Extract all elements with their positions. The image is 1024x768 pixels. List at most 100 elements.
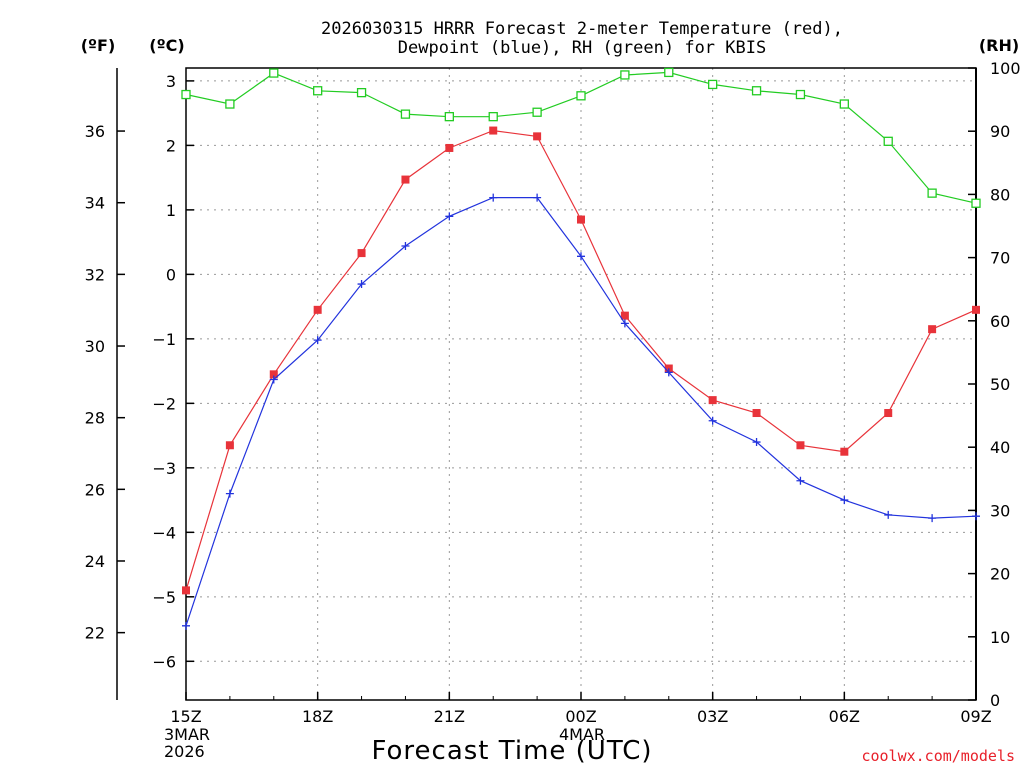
rh-point <box>400 109 411 119</box>
x-date-label: 4MAR <box>559 725 605 744</box>
temperature-point <box>269 370 278 379</box>
f-tick-label: 28 <box>85 409 105 428</box>
grid-lines <box>186 68 976 700</box>
c-tick-label: 2 <box>166 136 176 155</box>
rh-point <box>708 79 718 90</box>
x-year-label: 2026 <box>164 742 205 761</box>
c-tick-label: −4 <box>152 523 176 542</box>
dewpoint-point <box>269 375 278 384</box>
temperature-line <box>185 129 977 591</box>
temperature-point <box>313 305 322 314</box>
dewpoint-point <box>357 280 366 289</box>
rh-unit-label: (RH) <box>979 36 1019 55</box>
rh-point <box>269 68 279 78</box>
dewpoint-point <box>182 621 190 630</box>
dewpoint-point <box>928 514 937 523</box>
rh-tick-label: 20 <box>990 565 1010 584</box>
f-tick-label: 24 <box>85 552 105 571</box>
c-tick-label: 3 <box>166 72 176 91</box>
rh-tick-label: 30 <box>990 501 1010 520</box>
dewpoint-point <box>225 489 234 498</box>
dewpoint-point <box>664 368 673 377</box>
rh-tick-label: 90 <box>990 122 1010 141</box>
c-tick-label: −1 <box>152 330 176 349</box>
rh-tick-label: 50 <box>990 375 1010 394</box>
x-tick-label: 03Z <box>697 707 728 726</box>
dewpoint-point <box>972 512 980 521</box>
dewpoint-point <box>401 241 410 250</box>
temperature-point <box>972 305 980 314</box>
f-tick-label: 30 <box>85 337 105 356</box>
x-tick-label: 21Z <box>434 707 465 726</box>
f-tick-label: 22 <box>85 624 105 643</box>
x-tick-label: 06Z <box>829 707 860 726</box>
c-tick-label: −2 <box>152 394 176 413</box>
rh-point <box>664 67 674 78</box>
temperature-point <box>884 409 893 418</box>
rh-point <box>444 112 454 122</box>
temperature-point <box>708 396 717 405</box>
f-tick-label: 34 <box>85 194 105 213</box>
c-tick-label: 0 <box>166 265 176 284</box>
dewpoint-point <box>620 319 629 328</box>
rh-point <box>883 136 893 146</box>
dewpoint-point <box>489 193 498 202</box>
dewpoint-point <box>445 212 454 221</box>
rh-point <box>488 112 498 122</box>
f-tick-label: 32 <box>85 265 105 284</box>
temperature-point <box>401 175 410 184</box>
credit-label: coolwx.com/models <box>861 747 1015 765</box>
rh-tick-label: 10 <box>990 628 1010 647</box>
f-unit-label: (ºF) <box>81 36 116 55</box>
c-tick-label: 1 <box>166 201 176 220</box>
rh-tick-label: 70 <box>990 249 1010 268</box>
temperature-point <box>533 132 542 141</box>
c-tick-label: −5 <box>152 588 176 607</box>
chart-title-line-1: 2026030315 HRRR Forecast 2-meter Tempera… <box>321 19 843 39</box>
rh-tick-label: 60 <box>990 312 1010 331</box>
dewpoint-point <box>796 476 805 485</box>
temperature-point <box>928 325 937 334</box>
rh-tick-label: 40 <box>990 438 1010 457</box>
rh-point <box>971 198 981 208</box>
rh-point <box>751 86 762 96</box>
rh-tick-label: 0 <box>990 691 1000 710</box>
x-tick-label: 00Z <box>565 707 596 726</box>
rh-point <box>576 91 586 101</box>
temperature-point <box>182 586 190 595</box>
chart-title-line-2: Dewpoint (blue), RH (green) for KBIS <box>398 38 766 58</box>
temperature-point <box>840 447 849 456</box>
dewpoint-point <box>752 438 761 447</box>
c-tick-label: −3 <box>152 459 176 478</box>
f-tick-label: 26 <box>85 480 105 499</box>
c-unit-label: (ºC) <box>149 36 184 55</box>
rh-tick-label: 80 <box>990 185 1010 204</box>
temperature-point <box>577 215 585 224</box>
dewpoint-point <box>840 496 849 505</box>
c-tick-label: −6 <box>152 652 176 671</box>
temperature-point <box>445 143 454 152</box>
rh-point <box>313 86 323 96</box>
rh-point <box>356 87 367 98</box>
x-tick-label: 15Z <box>170 707 201 726</box>
x-tick-label: 18Z <box>302 707 333 726</box>
rh-point <box>181 89 191 100</box>
rh-tick-label: 100 <box>990 59 1021 78</box>
dewpoint-point <box>708 416 717 425</box>
x-tick-label: 09Z <box>960 707 991 726</box>
series-layer <box>181 67 981 630</box>
temperature-point <box>357 249 366 258</box>
rh-point <box>839 99 849 109</box>
dewpoint-point <box>577 252 585 261</box>
f-tick-label: 36 <box>85 122 105 141</box>
dewpoint-point <box>884 510 893 519</box>
rh-point <box>927 188 937 198</box>
temperature-point <box>796 441 805 450</box>
rh-point <box>225 99 235 109</box>
rh-point <box>795 89 806 100</box>
temperature-point <box>752 409 761 418</box>
dewpoint-point <box>533 193 542 202</box>
rh-point <box>620 70 630 80</box>
